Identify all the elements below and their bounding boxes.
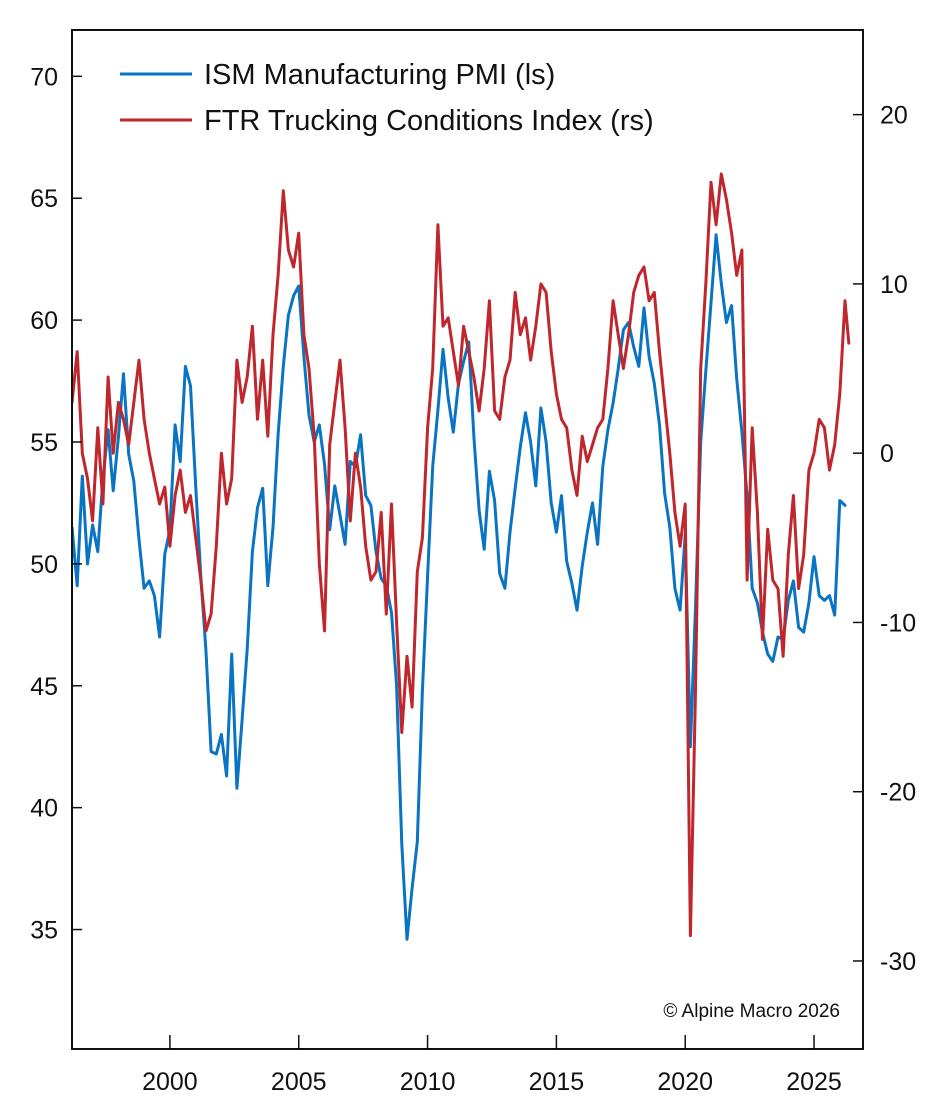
x-tick-label: 2000 (142, 1068, 198, 1096)
right-tick-label: -20 (880, 779, 916, 807)
x-axis: 2000 2005 2010 2015 2020 2025 (142, 1035, 842, 1096)
left-tick-label: 35 (30, 917, 58, 945)
x-tick-label: 2020 (657, 1068, 713, 1096)
right-tick-label: 20 (880, 102, 908, 130)
right-tick-label: -30 (880, 948, 916, 976)
right-tick-label: 10 (880, 271, 908, 299)
x-tick-label: 2005 (271, 1068, 327, 1096)
right-tick-label: -10 (880, 609, 916, 637)
x-tick-label: 2015 (529, 1068, 585, 1096)
x-tick-label: 2025 (786, 1068, 842, 1096)
series-line-ftr-tci (72, 172, 851, 938)
right-axis: -30 -20 -10 0 10 20 (853, 102, 916, 976)
left-tick-label: 50 (30, 551, 58, 579)
left-tick-label: 40 (30, 795, 58, 823)
copyright-note: © Alpine Macro 2026 (663, 1001, 840, 1022)
legend: ISM Manufacturing PMI (ls) FTR Trucking … (120, 59, 654, 137)
left-tick-label: 70 (30, 63, 58, 91)
left-axis: 35 40 45 50 55 60 65 70 (30, 63, 82, 945)
series-line-ism-pmi (72, 233, 847, 941)
left-tick-label: 45 (30, 673, 58, 701)
series-layer (72, 172, 851, 941)
plot-frame (71, 29, 864, 1050)
left-tick-label: 55 (30, 429, 58, 457)
legend-label-ftr: FTR Trucking Conditions Index (rs) (204, 105, 654, 137)
right-tick-label: 0 (880, 440, 894, 468)
legend-label-ism: ISM Manufacturing PMI (ls) (204, 59, 555, 91)
left-tick-label: 65 (30, 185, 58, 213)
plot-area (72, 172, 851, 941)
x-tick-label: 2010 (400, 1068, 456, 1096)
left-tick-label: 60 (30, 307, 58, 335)
